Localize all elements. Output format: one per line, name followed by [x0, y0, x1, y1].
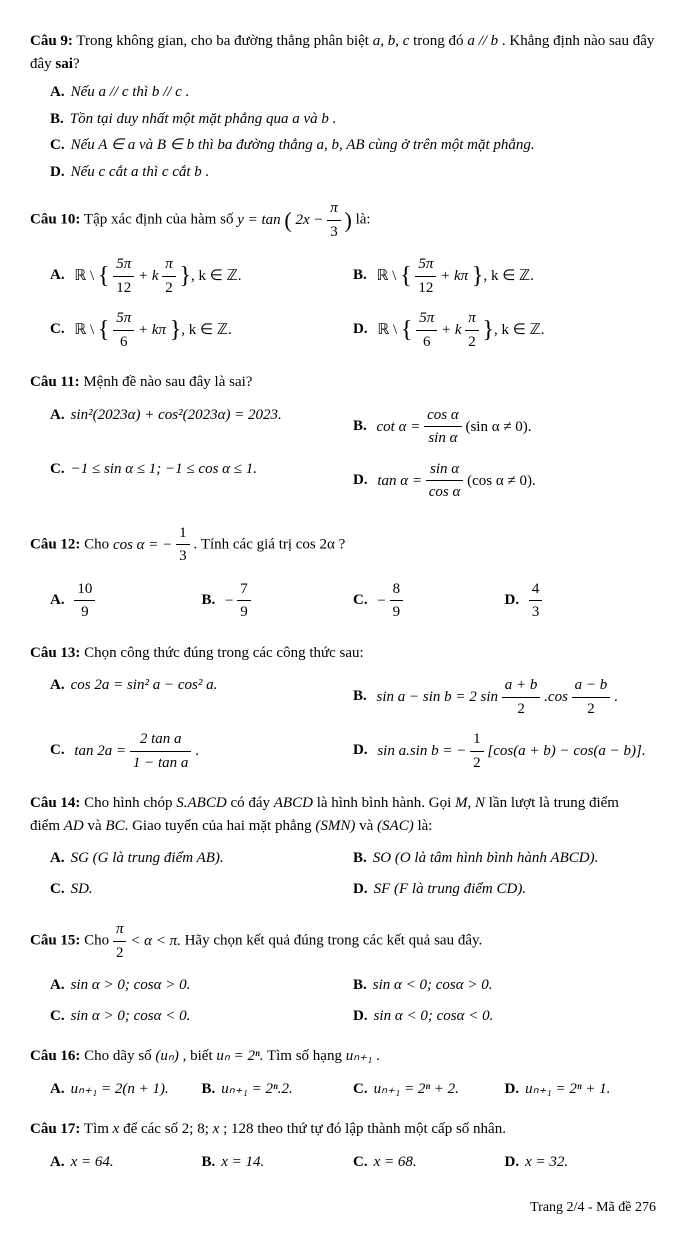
q9-text-3: . Khẳng định nào sau đây [502, 33, 654, 49]
question-10: Câu 10: Tập xác định của hàm số y = tan … [30, 197, 656, 357]
q9-opt-d: Nếu c cắt a thì c cắt b . [71, 164, 210, 180]
q14-label: Câu 14: [30, 795, 80, 811]
q10-text: Tập xác định của hàm số [84, 211, 237, 227]
question-17: Câu 17: Tìm x để các số 2; 8; x ; 128 th… [30, 1118, 656, 1177]
question-11: Câu 11: Mệnh đề nào sau đây là sai? A.si… [30, 371, 656, 508]
q16-label: Câu 16: [30, 1048, 80, 1064]
question-13: Câu 13: Chọn công thức đúng trong các cô… [30, 642, 656, 779]
question-14: Câu 14: Cho hình chóp S.ABCD có đáy ABCD… [30, 792, 656, 904]
q10-label: Câu 10: [30, 211, 80, 227]
q9-text-1: Trong không gian, cho ba đường thẳng phâ… [76, 33, 372, 49]
q11-a: sin²(2023α) + cos²(2023α) = 2023. [71, 407, 282, 423]
q12-label: Câu 12: [30, 536, 80, 552]
q9-vars: a, b, c [373, 33, 410, 49]
q11-label: Câu 11: [30, 374, 80, 390]
q9-opt-a: Nếu a // c thì b // c . [71, 84, 190, 100]
q13-text: Chọn công thức đúng trong các công thức … [84, 645, 364, 661]
q15-label: Câu 15: [30, 932, 80, 948]
q9-label: Câu 9: [30, 33, 73, 49]
question-16: Câu 16: Cho dãy số (uₙ) , biết uₙ = 2ⁿ. … [30, 1045, 656, 1104]
q13-label: Câu 13: [30, 645, 80, 661]
q11-c: −1 ≤ sin α ≤ 1; −1 ≤ cos α ≤ 1. [71, 461, 257, 477]
question-9: Câu 9: Trong không gian, cho ba đường th… [30, 30, 656, 183]
q17-label: Câu 17: [30, 1121, 80, 1137]
question-12: Câu 12: Cho cos α = − 13 . Tính các giá … [30, 522, 656, 628]
page-footer: Trang 2/4 - Mã đề 276 [30, 1197, 656, 1218]
question-15: Câu 15: Cho π2 < α < π. Hãy chọn kết quả… [30, 918, 656, 1031]
q9-text-2: trong đó [413, 33, 467, 49]
q9-cond: a // b [467, 33, 498, 49]
q11-text: Mệnh đề nào sau đây là sai? [83, 374, 252, 390]
q9-opt-c: Nếu A ∈ a và B ∈ b thì ba đường thẳng a,… [71, 137, 535, 153]
q9-opt-b: Tồn tại duy nhất một mặt phẳng qua a và … [70, 111, 337, 127]
q9-sai: sai [55, 56, 73, 72]
